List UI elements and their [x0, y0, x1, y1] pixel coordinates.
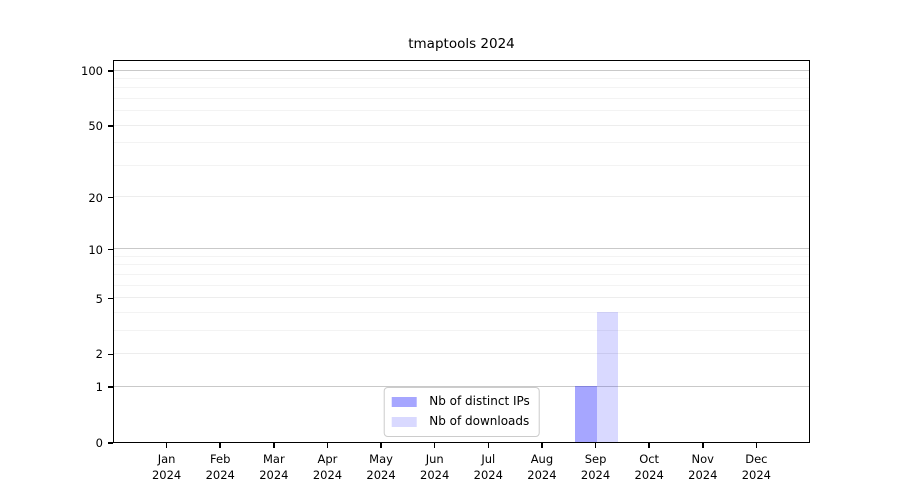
legend-entry-distinct-ips: Nb of distinct IPs [391, 393, 530, 410]
x-tick-label-sep: Sep 2024 [580, 452, 611, 482]
legend-entry-downloads: Nb of downloads [391, 413, 530, 430]
x-tick-jan [165, 443, 168, 448]
x-tick-label-nov: Nov 2024 [688, 452, 718, 482]
x-tick-label-dec: Dec 2024 [741, 452, 772, 482]
x-tick-label-apr: Apr 2024 [312, 452, 343, 482]
x-tick-label-jan: Jan 2024 [151, 452, 182, 482]
gridline-y90 [114, 77, 809, 79]
chart-title: tmaptools 2024 [408, 36, 515, 52]
y-tick-label-10: 10 [88, 242, 103, 257]
gridline-y50 [114, 124, 809, 126]
y-tick-label-100: 100 [81, 64, 103, 78]
legend-swatch-distinct-ips-icon [391, 396, 417, 407]
x-tick-jun [433, 443, 436, 448]
x-tick-label-may: May 2024 [366, 452, 396, 482]
legend-label-downloads: Nb of downloads [429, 414, 530, 428]
y-tick-100 [108, 70, 113, 72]
y-tick-1 [108, 386, 113, 388]
gridline-y5 [114, 297, 809, 299]
y-tick-label-5: 5 [95, 291, 103, 306]
x-tick-nov [702, 443, 704, 448]
y-tick-20 [108, 196, 113, 199]
x-tick-may [380, 443, 382, 448]
x-tick-sep [594, 443, 597, 448]
legend: Nb of distinct IPs Nb of downloads [383, 387, 540, 437]
gridline-y100 [114, 69, 809, 71]
x-tick-label-mar: Mar 2024 [259, 452, 289, 482]
y-tick-50 [108, 125, 113, 127]
x-tick-dec [755, 443, 758, 448]
y-tick-5 [108, 297, 113, 300]
x-tick-label-aug: Aug 2024 [527, 452, 557, 482]
gridline-y60 [114, 110, 809, 112]
gridline-y2 [114, 352, 809, 354]
x-tick-label-jun: Jun 2024 [420, 452, 450, 482]
bar-distinct-ips-sep [575, 386, 597, 442]
y-tick-0 [108, 442, 113, 444]
gridline-y10 [114, 248, 809, 250]
gridline-y3 [114, 329, 809, 331]
x-tick-jul [487, 443, 490, 448]
x-tick-feb [219, 443, 221, 448]
y-tick-label-50: 50 [88, 119, 103, 134]
gridline-y30 [114, 164, 809, 166]
y-tick-label-0: 0 [95, 436, 103, 450]
x-tick-mar [273, 443, 275, 448]
y-tick-2 [108, 353, 113, 356]
gridline-y9 [114, 255, 809, 257]
x-tick-label-jul: Jul 2024 [473, 452, 503, 482]
gridline-y20 [114, 196, 809, 198]
gridline-y7 [114, 273, 809, 275]
y-tick-label-20: 20 [88, 190, 103, 205]
bar-downloads-sep [596, 312, 619, 442]
gridline-y70 [114, 97, 809, 99]
gridline-y1 [114, 385, 809, 387]
x-tick-label-feb: Feb 2024 [205, 452, 235, 482]
legend-swatch-downloads-icon [391, 416, 417, 427]
x-tick-apr [326, 443, 329, 448]
y-tick-label-2: 2 [95, 347, 103, 362]
y-tick-10 [108, 248, 113, 251]
x-tick-label-oct: Oct 2024 [634, 452, 664, 482]
plot-area: Nb of distinct IPs Nb of downloads [113, 60, 810, 443]
x-tick-oct [648, 443, 650, 448]
y-tick-label-1: 1 [95, 380, 103, 395]
gridline-y6 [114, 284, 809, 286]
gridline-y80 [114, 87, 809, 89]
gridline-y4 [114, 311, 809, 313]
gridline-y8 [114, 264, 809, 266]
legend-label-distinct-ips: Nb of distinct IPs [429, 394, 530, 408]
gridline-y40 [114, 142, 809, 144]
x-tick-aug [541, 443, 543, 448]
